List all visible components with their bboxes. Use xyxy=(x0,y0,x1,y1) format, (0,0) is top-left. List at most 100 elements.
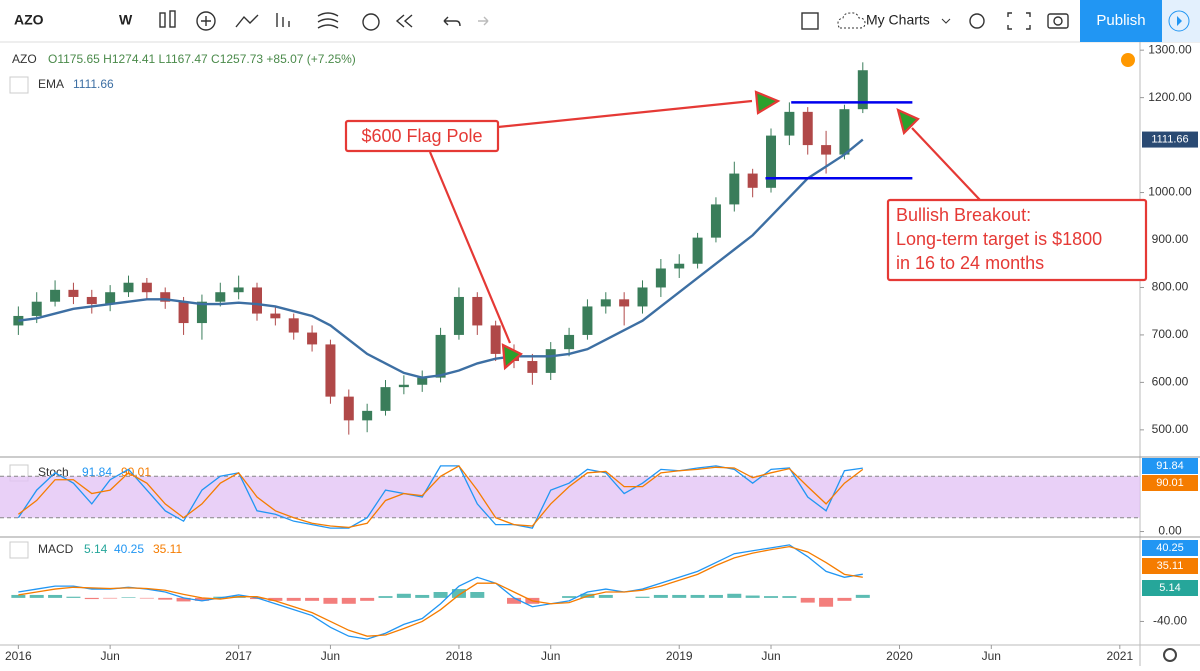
legend-ema-value: 1111.66 xyxy=(73,77,114,91)
publish-button[interactable] xyxy=(1080,0,1162,42)
candle-body xyxy=(270,313,281,319)
histogram-bar xyxy=(708,594,723,598)
y-tick-label: -40.00 xyxy=(1153,614,1187,628)
histogram-bar xyxy=(103,597,118,599)
legend-ema: EMA xyxy=(38,77,64,91)
histogram-bar xyxy=(727,593,742,598)
series-line xyxy=(17,465,864,529)
arrow-head xyxy=(501,90,920,371)
candle-body xyxy=(178,301,189,324)
axis-badge xyxy=(1142,458,1198,474)
candle-body xyxy=(160,292,171,302)
candle-body xyxy=(417,377,428,385)
plot: 1111.66 2016 Jun 2017 Jun 2018 Jun 2019 Jun 2020 J… xyxy=(0,42,1198,663)
candle-body xyxy=(582,306,593,335)
candle-body xyxy=(729,173,740,205)
x-tick-label: Jun xyxy=(761,649,780,663)
annotations xyxy=(344,90,1148,371)
y-tick-label: 600.00 xyxy=(1152,375,1189,389)
axis-badge-label: 40.25 xyxy=(1156,542,1184,554)
histogram-bar xyxy=(378,596,393,598)
annotation-text: in 16 to 24 months xyxy=(896,253,1044,273)
histogram-bar xyxy=(635,596,650,598)
x-tick-label: Jun xyxy=(541,649,560,663)
candle-body xyxy=(141,282,152,293)
axis-badge xyxy=(1142,558,1198,574)
y-tick-label: 0.00 xyxy=(1158,524,1182,538)
candle-body xyxy=(288,318,299,333)
legend-toggle[interactable] xyxy=(9,76,29,94)
histogram-bar xyxy=(11,594,26,598)
toolbar-interval[interactable]: W xyxy=(119,12,133,28)
y-tick-label: 1000.00 xyxy=(1148,185,1192,199)
histogram-bar xyxy=(194,597,209,601)
x-tick-label: 2018 xyxy=(446,649,473,663)
histogram-bar xyxy=(451,589,466,598)
histogram-bar xyxy=(305,597,320,601)
histogram-bar xyxy=(66,596,81,598)
candle-body xyxy=(252,287,263,314)
candle-body xyxy=(527,361,538,373)
x-tick-label: Jun xyxy=(321,649,340,663)
publish-menu-icon xyxy=(1168,10,1190,32)
histogram-bar xyxy=(598,594,613,598)
series-line xyxy=(18,544,863,640)
series-line xyxy=(18,545,863,637)
series-line xyxy=(18,138,864,379)
toolbar-symbol[interactable]: AZO xyxy=(14,12,44,28)
histogram-bar xyxy=(360,597,375,601)
axis-badge-label: 91.84 xyxy=(1156,460,1184,472)
y-tick-label: 800.00 xyxy=(1152,280,1189,294)
candle-body xyxy=(472,296,483,326)
histogram-bar xyxy=(396,593,411,598)
candle-body xyxy=(307,332,318,345)
candle-body xyxy=(766,135,777,188)
settings-icon[interactable] xyxy=(1163,648,1177,662)
histogram-bar xyxy=(690,594,705,598)
x-tick-label: 2020 xyxy=(886,649,913,663)
histogram-bar xyxy=(672,594,687,598)
info-icon[interactable] xyxy=(1121,53,1135,67)
candle-body xyxy=(619,299,630,307)
legend-toggle[interactable] xyxy=(9,541,29,559)
axis-badge xyxy=(1142,580,1198,596)
my-charts-label[interactable]: My Charts xyxy=(866,12,930,28)
y-tick-label: 700.00 xyxy=(1152,327,1189,341)
x-tick-label: 2019 xyxy=(666,649,693,663)
histogram-bar xyxy=(139,597,154,599)
publish-menu-arrow xyxy=(1177,16,1182,26)
annotation-text: Bullish Breakout: xyxy=(896,205,1031,225)
candle-body xyxy=(453,296,464,335)
legend-macd: MACD xyxy=(38,542,74,556)
my-charts[interactable]: My Charts xyxy=(837,12,951,29)
histogram-bar xyxy=(562,596,577,598)
candle-body xyxy=(31,301,42,316)
legend-macd-signal: 35.11 xyxy=(153,542,182,556)
x-tick-label: 2021 xyxy=(1106,649,1133,663)
histogram-bar xyxy=(433,592,448,598)
axis-badge-label: 35.11 xyxy=(1157,560,1184,572)
histogram-bar xyxy=(268,597,283,601)
publish-label[interactable]: Publish xyxy=(1096,12,1145,29)
candle-body xyxy=(380,387,391,411)
y-tick-label: 900.00 xyxy=(1152,232,1189,246)
toolbar-icons[interactable] xyxy=(159,10,1069,31)
candle-body xyxy=(86,296,97,305)
candle-body xyxy=(821,145,832,155)
histogram-bar xyxy=(507,597,522,604)
arrow xyxy=(428,99,981,344)
histogram-bar xyxy=(653,594,668,598)
histogram-bar xyxy=(121,597,136,598)
histogram-bar xyxy=(29,594,44,598)
y-tick-label: 1300.00 xyxy=(1148,42,1192,56)
histogram-bar xyxy=(855,594,870,598)
candle-body xyxy=(710,204,721,238)
candle-body xyxy=(655,268,666,288)
histogram-bar xyxy=(415,594,430,598)
histogram-bar xyxy=(800,597,815,603)
candle-body xyxy=(600,299,611,307)
histogram-bar xyxy=(48,594,63,598)
histogram-bar xyxy=(837,597,852,601)
x-tick-label: Jun xyxy=(100,649,119,663)
